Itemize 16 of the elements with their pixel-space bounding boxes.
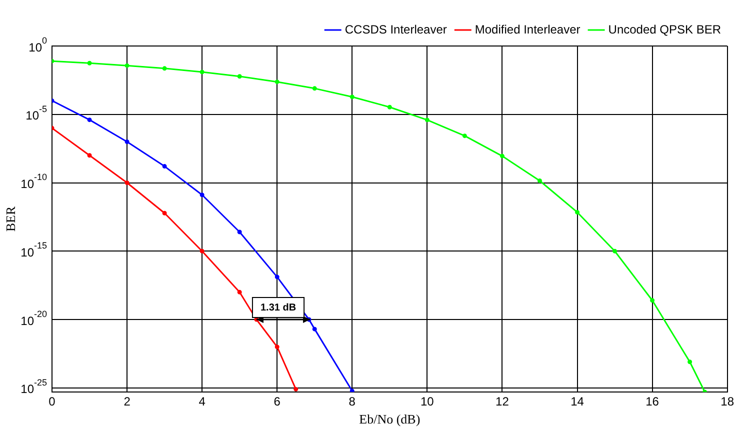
legend-label: Uncoded QPSK BER (608, 22, 722, 36)
x-tick-label: 4 (198, 394, 206, 409)
x-tick-label: 0 (48, 394, 56, 409)
x-tick-label: 10 (420, 394, 434, 409)
legend-label: Modified Interleaver (474, 22, 580, 36)
annotation: 1.31 dB (260, 302, 296, 314)
x-tick-label: 2 (124, 394, 131, 409)
x-tick-label: 12 (496, 394, 510, 409)
y-axis-title: BER (3, 206, 18, 232)
x-tick-label: 16 (646, 394, 660, 409)
x-tick-label: 6 (274, 394, 281, 409)
x-tick-label: 14 (570, 394, 584, 409)
legend-label: CCSDS Interleaver (344, 22, 447, 36)
x-axis-title: Eb/No (dB) (359, 412, 420, 427)
x-tick-label: 8 (348, 394, 356, 409)
x-tick-label: 18 (720, 394, 734, 409)
